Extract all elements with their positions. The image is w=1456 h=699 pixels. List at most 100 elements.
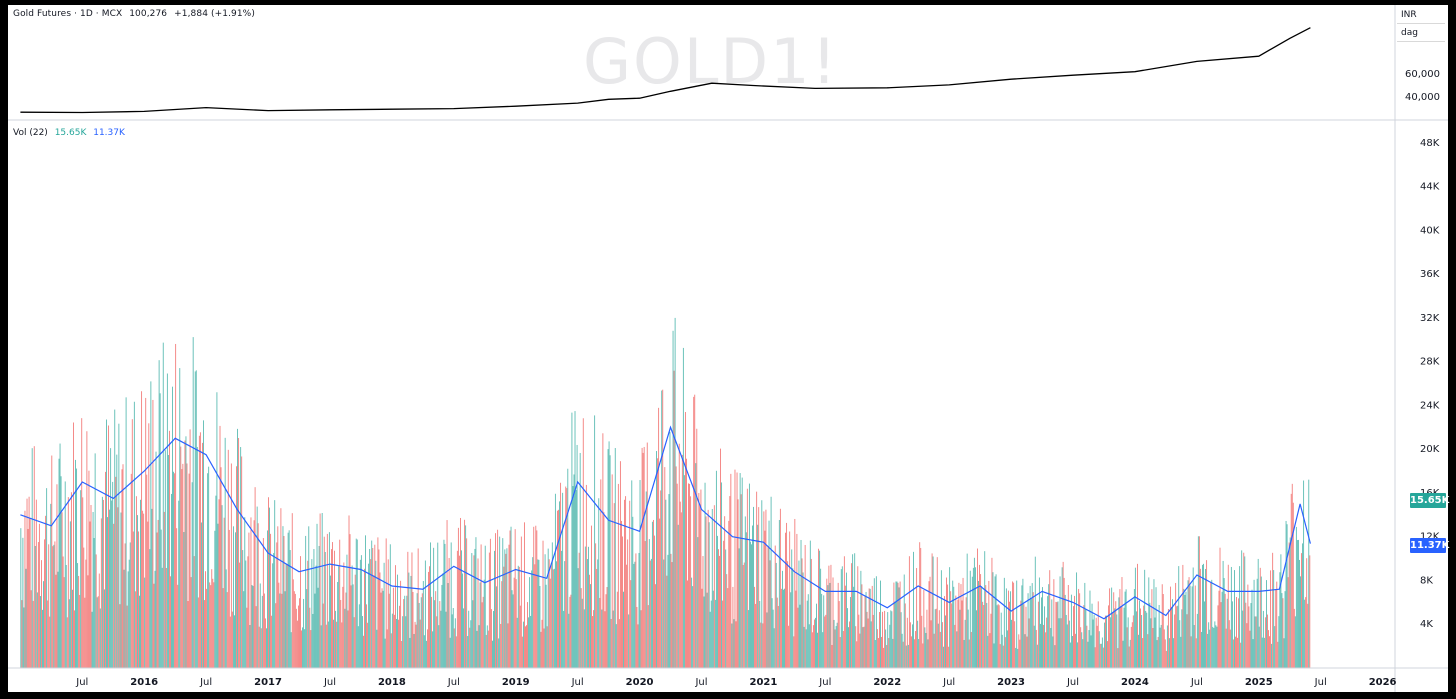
volume-bar [250,517,252,668]
volume-bar [1290,493,1292,668]
volume-bar [670,553,672,668]
volume-bar [722,600,724,668]
volume-bar [1174,614,1176,668]
volume-bar [533,526,535,668]
volume-bar [192,337,194,668]
volume-bar [736,472,738,668]
volume-bar [130,473,132,668]
volume-bar [249,625,251,668]
volume-bar [1208,622,1210,668]
price-change: +1,884 [174,9,209,19]
volume-legend[interactable]: Vol (22) 15.65K 11.37K [13,128,125,138]
volume-bar [58,458,60,668]
volume-bar [1083,605,1085,668]
volume-bar [108,425,110,668]
volume-bar [379,572,381,668]
volume-bar [565,486,567,668]
volume-bar [68,599,70,668]
volume-bar [1269,636,1270,668]
volume-bar [148,423,150,668]
volume-bar [211,569,213,668]
volume-bar [613,503,615,668]
volume-bar [509,530,511,668]
volume-bar [949,567,951,668]
volume-bar [810,558,812,668]
volume-bar [669,431,671,668]
volume-bar [1141,615,1143,668]
volume-bar [1164,639,1166,668]
volume-bar [437,542,439,668]
volume-bar [1214,621,1216,668]
volume-bar [1192,567,1194,668]
volume-bar [1296,540,1298,668]
volume-bar [501,581,503,668]
volume-bar [196,446,198,668]
volume-bar [274,500,276,668]
volume-bar [998,605,1000,668]
volume-bar [622,536,623,668]
volume-bar [141,391,143,668]
volume-bar [337,582,339,668]
volume-bar [994,576,996,668]
volume-bar [646,442,648,668]
volume-bar [616,591,618,668]
volume-bar [301,630,302,668]
volume-bar [106,419,107,668]
volume-bar [288,530,290,668]
volume-bar [1302,543,1304,668]
volume-bar [202,442,203,668]
volume-bar [870,621,872,668]
price-legend[interactable]: Gold Futures · 1D · MCX 100,276 +1,884 (… [13,9,255,19]
volume-bar [759,600,761,668]
volume-bar [868,588,870,668]
volume-bar [623,591,624,668]
volume-bar [1144,569,1146,668]
volume-bar [1206,560,1208,668]
volume-bar [977,548,978,668]
volume-bar [857,566,859,668]
volume-bar [92,511,94,668]
volume-bar [512,594,514,668]
volume-bar [193,556,195,668]
volume-bar [214,530,216,668]
volume-bar [698,492,700,668]
volume-bar [1200,631,1202,668]
x-tick-17: 2024 [1121,677,1149,688]
volume-bar [678,443,680,668]
volume-bar [562,492,564,668]
volume-bar [788,625,790,668]
volume-bar [28,496,30,668]
volume-bar [530,615,532,668]
volume-bar [962,577,964,668]
volume-bar [822,632,824,668]
volume-bar [1205,568,1207,668]
ma-price-tag: 11.37K [1410,538,1450,553]
volume-bar [465,525,467,668]
chart-canvas[interactable]: 60,00040,00048K44K40K36K32K28K24K20K16K1… [8,5,1448,692]
volume-bar [978,580,979,668]
volume-bar [493,611,494,668]
volume-bar [1111,587,1113,668]
volume-bar [66,617,68,668]
volume-bar [61,512,63,668]
unit-label[interactable]: dag [1397,25,1445,42]
currency-label[interactable]: INR [1397,7,1445,24]
volume-bar [358,604,360,668]
volume-bar [494,550,495,668]
volume-bar [506,548,508,668]
volume-bar [178,500,180,668]
volume-bar [876,629,878,668]
volume-bar [667,554,669,668]
volume-bar [426,629,428,668]
volume-bar [234,615,235,668]
volume-bar [1284,591,1286,668]
volume-bar [541,619,543,668]
volume-bar [780,588,782,668]
volume-bar [118,423,120,668]
volume-bar [732,586,734,668]
volume-bar [96,597,98,668]
volume-bar [913,551,914,668]
volume-bar [147,521,149,668]
volume-bar [1152,628,1154,668]
volume-bar [1011,619,1012,668]
